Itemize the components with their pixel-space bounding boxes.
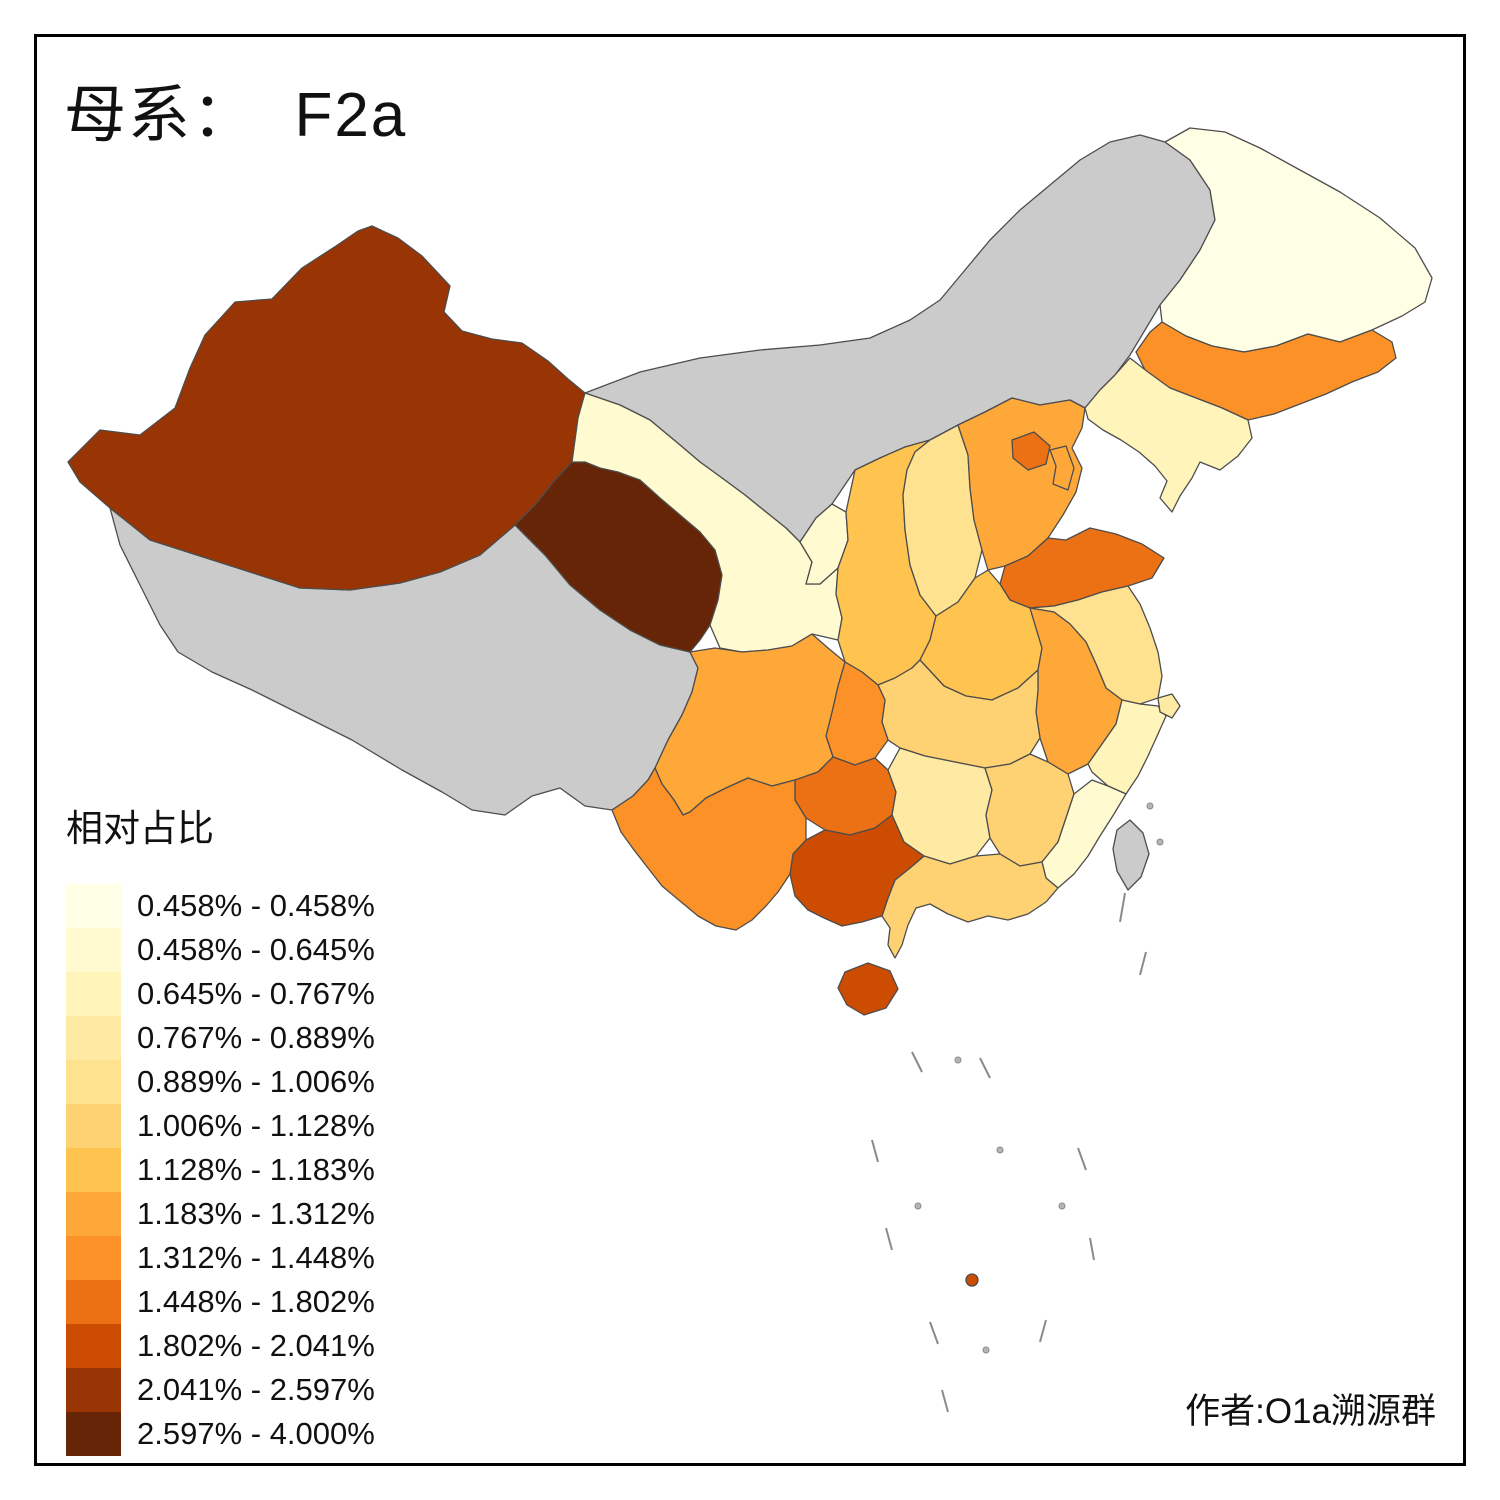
legend-title: 相对占比: [66, 808, 214, 849]
legend-swatch: [66, 1236, 121, 1280]
legend-label: 1.128% - 1.183%: [137, 1152, 375, 1187]
province-beijing: [1011, 431, 1051, 471]
legend-entry: 1.183% - 1.312%: [66, 1192, 375, 1236]
legend-swatch: [66, 972, 121, 1016]
province-hainan: [837, 962, 899, 1016]
small-islands: [914, 802, 1164, 1354]
legend-label: 1.183% - 1.312%: [137, 1196, 375, 1231]
legend: 相对占比 0.458% - 0.458% 0.458% - 0.645% 0.645…: [66, 798, 375, 1456]
nine-dash-line: [871, 892, 1147, 1413]
legend-swatch: [66, 1060, 121, 1104]
province-shanghai: [1157, 693, 1181, 719]
province-taiwan: [1112, 819, 1150, 891]
legend-label: 2.041% - 2.597%: [137, 1372, 375, 1407]
legend-entry: 1.312% - 1.448%: [66, 1236, 375, 1280]
legend-swatch: [66, 928, 121, 972]
legend-entry: 1.802% - 2.041%: [66, 1324, 375, 1368]
legend-swatch: [66, 1016, 121, 1060]
legend-label: 1.802% - 2.041%: [137, 1328, 375, 1363]
province-yunnan: [611, 767, 807, 931]
legend-label: 0.889% - 1.006%: [137, 1064, 375, 1099]
legend-swatch: [66, 1412, 121, 1456]
legend-entry: 0.767% - 0.889%: [66, 1016, 375, 1060]
legend-swatch: [66, 1324, 121, 1368]
legend-swatch: [66, 1104, 121, 1148]
legend-label: 1.448% - 1.802%: [137, 1284, 375, 1319]
legend-swatch: [66, 1368, 121, 1412]
legend-swatch: [66, 884, 121, 928]
legend-entry: 1.006% - 1.128%: [66, 1104, 375, 1148]
province-tianjin: [1049, 445, 1075, 491]
legend-entry: 0.458% - 0.645%: [66, 928, 375, 972]
legend-label: 0.767% - 0.889%: [137, 1020, 375, 1055]
legend-entry: 1.128% - 1.183%: [66, 1148, 375, 1192]
province-hebei: [957, 397, 1086, 571]
legend-entry: 0.645% - 0.767%: [66, 972, 375, 1016]
legend-label: 1.006% - 1.128%: [137, 1108, 375, 1143]
legend-label: 0.458% - 0.458%: [137, 888, 375, 923]
legend-entry: 0.458% - 0.458%: [66, 884, 375, 928]
legend-entry: 0.889% - 1.006%: [66, 1060, 375, 1104]
province-guangxi: [789, 814, 925, 927]
legend-entry: 2.041% - 2.597%: [66, 1368, 375, 1412]
legend-label: 0.645% - 0.767%: [137, 976, 375, 1011]
legend-label: 2.597% - 4.000%: [137, 1416, 375, 1451]
map-title: 母系： F2a: [64, 81, 408, 150]
legend-label: 1.312% - 1.448%: [137, 1240, 375, 1275]
legend-swatch: [66, 1148, 121, 1192]
legend-entries: 0.458% - 0.458% 0.458% - 0.645% 0.645% - 0…: [66, 884, 375, 1456]
legend-entry: 2.597% - 4.000%: [66, 1412, 375, 1456]
legend-swatch: [66, 1280, 121, 1324]
province-guangdong: [881, 853, 1059, 959]
legend-entry: 1.448% - 1.802%: [66, 1280, 375, 1324]
legend-swatch: [66, 1192, 121, 1236]
province-liaoning: [1084, 357, 1253, 513]
province-south-sea-islet: [965, 1273, 979, 1287]
province-zhejiang: [1087, 699, 1167, 795]
province-xinjiang: [67, 225, 591, 591]
legend-label: 0.458% - 0.645%: [137, 932, 375, 967]
attribution: 作者:O1a溯源群: [1185, 1392, 1436, 1431]
